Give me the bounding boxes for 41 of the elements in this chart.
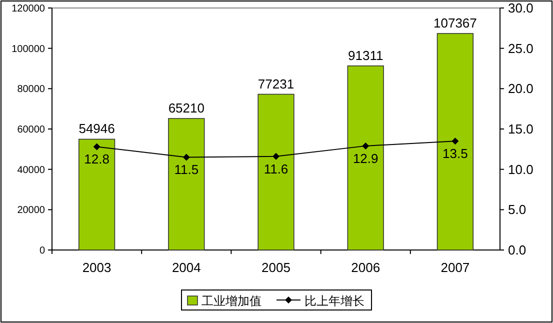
data-label: 77231 — [258, 76, 294, 92]
legend-label: 比上年增长 — [304, 294, 364, 308]
data-label: 91311 — [348, 48, 384, 63]
bar — [347, 65, 384, 250]
x-tick-label: 2003 — [82, 260, 112, 275]
x-tick-label: 2005 — [262, 260, 290, 275]
data-label: 11.5 — [174, 162, 199, 178]
y2-tick-label: 15.0 — [508, 122, 534, 136]
y-tick-label: 40000 — [17, 164, 46, 176]
x-tick-label: 2007 — [440, 260, 470, 275]
y2-tick-label: 25.0 — [508, 40, 534, 56]
data-label: 11.6 — [264, 161, 288, 176]
point — [362, 142, 370, 150]
y2-tick-label: 30.0 — [508, 0, 534, 16]
y2-tick-label: 20.0 — [508, 81, 534, 96]
data-label: 12.9 — [352, 150, 378, 166]
data-label: 54946 — [78, 121, 115, 136]
x-tick-label: 2004 — [172, 260, 201, 275]
point — [272, 152, 280, 160]
point — [182, 154, 190, 161]
data-label: 107367 — [434, 15, 477, 30]
point — [452, 138, 459, 145]
bar — [258, 94, 294, 250]
y-tick-label: 80000 — [17, 84, 46, 96]
data-label: 65210 — [168, 100, 204, 116]
y2-tick-label: 10.0 — [508, 162, 534, 177]
bar — [78, 138, 116, 250]
y-tick-label: 120000 — [12, 4, 46, 14]
y-tick-label: 0 — [39, 246, 46, 256]
y2-tick-label: 5.0 — [508, 202, 526, 218]
legend-label: 工业增加值 — [202, 294, 262, 308]
y-tick-label: 60000 — [17, 124, 46, 136]
y2-tick-label: 0.0 — [508, 242, 526, 258]
x-tick-label: 2006 — [351, 260, 380, 275]
point — [93, 143, 100, 150]
data-label: 13.5 — [442, 146, 468, 162]
y-tick-label: 100000 — [12, 44, 46, 55]
bar — [436, 33, 474, 250]
y-tick-label: 20000 — [17, 205, 46, 216]
bar — [168, 118, 205, 250]
data-label: 12.8 — [84, 152, 110, 167]
